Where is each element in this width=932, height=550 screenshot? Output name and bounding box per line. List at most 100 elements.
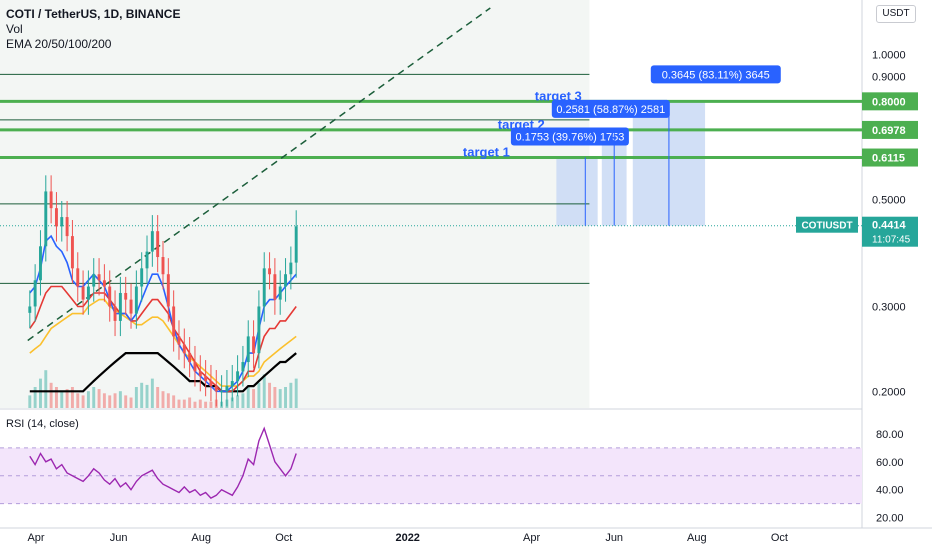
time-tick-label: Oct (275, 532, 292, 544)
candle-body (38, 246, 42, 281)
volume-bar (294, 378, 298, 408)
candle-body (28, 306, 32, 313)
volume-bar (209, 401, 213, 408)
candle-body (225, 386, 229, 392)
time-tick-label: Aug (191, 532, 211, 544)
volume-indicator-label[interactable]: Vol (6, 22, 23, 36)
candle-body (65, 217, 69, 237)
rsi-tick-label: 60.00 (876, 457, 904, 469)
volume-bar (60, 391, 64, 408)
candle-body (145, 251, 149, 269)
candle-body (150, 231, 154, 252)
volume-bar (166, 393, 170, 408)
volume-bar (124, 395, 128, 408)
volume-bar (289, 382, 293, 408)
candle-body (134, 286, 138, 314)
volume-bar (44, 370, 48, 408)
level-price-label: 0.8000 (872, 96, 906, 108)
candle-body (236, 371, 240, 382)
candle-body (92, 274, 96, 287)
volume-bar (268, 382, 272, 408)
candle-body (118, 292, 122, 321)
candle-body (188, 353, 192, 363)
candle-body (124, 292, 128, 300)
volume-bar (38, 378, 42, 408)
volume-bar (193, 401, 197, 408)
volume-bar (54, 387, 58, 408)
target-label: target 1 (463, 145, 510, 160)
candle-body (198, 371, 202, 377)
rsi-indicator-label[interactable]: RSI (14, close) (6, 418, 79, 430)
candle-body (81, 286, 85, 300)
candle-body (289, 262, 293, 275)
candle-body (177, 336, 181, 345)
level-price-label: 0.6115 (872, 153, 905, 165)
symbol-tag-label: COTIUSDT (801, 221, 852, 232)
volume-bar (113, 393, 117, 408)
time-tick-label: 2022 (395, 532, 419, 544)
price-tick-label: 0.9000 (872, 72, 906, 84)
measure-label-box (551, 99, 670, 118)
level-price-label: 0.6978 (872, 125, 906, 137)
volume-bar (156, 387, 160, 408)
bar-countdown: 11:07:45 (872, 235, 911, 246)
volume-bar (150, 378, 154, 408)
symbol-title: COTI / TetherUS, 1D, BINANCE (6, 7, 181, 21)
measure-label: 0.3645 (83.11%) 3645 (662, 69, 770, 81)
candle-body (97, 274, 101, 281)
candle-body (86, 286, 90, 300)
volume-bar (108, 395, 112, 408)
current-price-tag (862, 216, 918, 247)
volume-bar (86, 391, 90, 408)
volume-bar (284, 387, 287, 408)
time-tick-label: Jun (110, 532, 128, 544)
level-price-tag (862, 92, 918, 111)
rsi-tick-label: 20.00 (876, 513, 904, 525)
measure-label: 0.2581 (58.87%) 2581 (556, 104, 665, 116)
ema-indicator-label[interactable]: EMA 20/50/100/200 (6, 37, 112, 51)
candle-body (257, 306, 261, 354)
measure-label-box (650, 65, 781, 84)
target-label: target 2 (498, 117, 545, 132)
candle-body (166, 274, 170, 307)
price-tick-label: 0.5000 (872, 195, 906, 207)
candle-body (193, 362, 197, 372)
ema100-line (29, 298, 297, 387)
candle-body (182, 344, 186, 354)
volume-bar (145, 384, 149, 408)
candle-body (294, 226, 298, 263)
rsi-tick-label: 40.00 (876, 485, 904, 497)
candle-body (220, 391, 224, 393)
volume-bar (129, 397, 133, 408)
volume-bar (28, 395, 32, 408)
time-tick-label: Oct (771, 532, 788, 544)
ema50-line (29, 285, 297, 393)
volume-bar (92, 387, 96, 408)
candle-body (108, 286, 112, 307)
measure-label-box (510, 127, 629, 146)
candle-body (241, 362, 245, 372)
symbol-tag (796, 216, 858, 233)
volume-bar (236, 395, 240, 408)
candle-body (161, 257, 165, 275)
candle-body (60, 217, 64, 227)
volume-bar (246, 387, 250, 408)
candle-body (44, 191, 48, 247)
volume-bar (278, 389, 282, 408)
candle-body (49, 191, 53, 209)
candle-body (76, 268, 80, 287)
volume-bar (172, 395, 176, 408)
time-tick-label: Aug (687, 532, 707, 544)
candle-body (70, 236, 74, 269)
dashed-trendline[interactable] (27, 7, 491, 342)
volume-bar (102, 393, 106, 408)
level-price-tag (862, 120, 918, 139)
volume-bar (76, 393, 80, 408)
currency-button[interactable]: USDT (876, 5, 916, 23)
volume-bar (161, 391, 165, 408)
candle-body (278, 286, 282, 300)
candle-body (113, 306, 117, 321)
volume-bar (65, 389, 69, 408)
volume-bar (198, 399, 202, 408)
